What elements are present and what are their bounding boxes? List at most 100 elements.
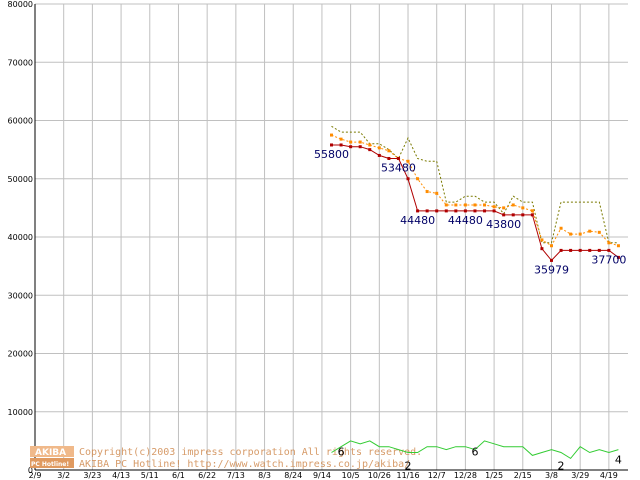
point-min <box>435 209 439 213</box>
point-avg <box>454 203 458 207</box>
point-avg <box>616 244 620 248</box>
x-tick-label: 4/13 <box>112 471 130 480</box>
point-avg <box>492 205 496 209</box>
axes <box>34 4 628 471</box>
x-tick-label: 9/14 <box>313 471 331 480</box>
y-tick-label: 10000 <box>8 408 33 417</box>
point-avg <box>463 203 467 207</box>
series-line-vendors <box>331 440 619 460</box>
y-tick-label: 80000 <box>8 0 33 9</box>
watermark: AKIBA PC Hotline! Copyright(c)2003 impre… <box>30 446 422 470</box>
data-label: 43800 <box>486 218 521 231</box>
x-tick-labels: 2/9 3/2 3/23 4/13 5/11 6/1 6/22 7/13 8/3 8/24 9/14… <box>29 471 618 480</box>
point-min <box>473 209 477 213</box>
x-tick-label: 6/1 <box>172 471 185 480</box>
grid-lines <box>34 3 628 471</box>
point-min <box>330 143 333 147</box>
x-tick-label: 10/26 <box>368 471 391 480</box>
point-avg <box>416 177 420 181</box>
point-min <box>444 209 448 213</box>
point-min <box>530 213 534 217</box>
point-avg <box>483 203 487 207</box>
x-tick-label: 5/11 <box>141 471 159 480</box>
point-min <box>483 209 487 213</box>
point-min <box>569 248 573 252</box>
point-min <box>597 248 601 252</box>
x-tick-label: 8/24 <box>284 471 302 480</box>
vendor-count-label: 2 <box>558 459 565 472</box>
point-min <box>454 209 458 213</box>
x-tick-label: 8/3 <box>258 471 271 480</box>
x-tick-label: 10/5 <box>342 471 360 480</box>
x-tick-label: 7/13 <box>227 471 245 480</box>
point-min <box>358 145 362 149</box>
data-label: 44480 <box>400 214 435 227</box>
x-tick-label: 1/25 <box>485 471 503 480</box>
akiba-logo-bottom-text: PC Hotline! <box>31 461 69 468</box>
point-min <box>578 248 582 252</box>
point-avg <box>549 244 553 248</box>
point-min <box>339 143 343 147</box>
x-tick-label: 3/29 <box>571 471 589 480</box>
data-label: 35979 <box>534 263 569 276</box>
y-tick-label: 20000 <box>8 350 33 359</box>
point-avg <box>559 226 563 230</box>
point-avg <box>588 229 592 233</box>
point-avg <box>368 143 372 147</box>
point-avg <box>358 140 362 144</box>
copyright-text: Copyright(c)2003 impress corporation All… <box>79 447 422 458</box>
data-label: 37700 <box>591 253 626 266</box>
point-avg <box>435 191 439 195</box>
point-min <box>559 248 563 252</box>
vendor-count-label: 4 <box>615 454 622 467</box>
point-avg <box>607 241 611 245</box>
x-tick-label: 2/15 <box>514 471 532 480</box>
point-avg <box>502 206 506 210</box>
vendor-count-label: 6 <box>471 445 478 458</box>
point-avg <box>444 203 448 207</box>
point-avg <box>339 137 343 141</box>
point-min <box>387 156 391 160</box>
point-min <box>377 153 381 157</box>
point-min <box>463 209 467 213</box>
url-text: AKIBA PC Hotline! http://www.watch.impre… <box>79 459 410 470</box>
point-avg <box>578 232 582 236</box>
point-min <box>540 247 544 251</box>
point-min <box>368 148 372 152</box>
point-avg <box>406 159 410 163</box>
y-tick-label: 40000 <box>8 233 33 242</box>
data-label: 44480 <box>448 214 483 227</box>
point-avg <box>473 203 477 207</box>
x-tick-label: 3/23 <box>83 471 101 480</box>
point-min <box>425 209 429 213</box>
point-min <box>406 177 410 181</box>
y-tick-label: 30000 <box>8 291 33 300</box>
point-min <box>607 248 611 252</box>
point-avg <box>530 209 534 213</box>
y-tick-label: 0 <box>28 466 33 475</box>
point-avg <box>330 133 333 137</box>
akiba-logo-top-box <box>30 446 74 457</box>
vendor-count-label: 2 <box>405 459 412 472</box>
point-avg <box>521 206 525 210</box>
point-avg <box>569 232 573 236</box>
point-avg <box>540 238 544 242</box>
series-line-max <box>331 125 619 244</box>
vendor-count-label: 6 <box>338 445 345 458</box>
data-label: 53480 <box>381 161 416 174</box>
x-tick-label: 12/28 <box>454 471 477 480</box>
point-min <box>616 255 620 259</box>
point-avg <box>597 230 601 234</box>
y-tick-labels: 0 10000 20000 30000 40000 50000 60000 70000 8000… <box>8 0 33 475</box>
akiba-logo: AKIBA PC Hotline! <box>30 446 74 468</box>
y-tick-label: 70000 <box>8 58 33 67</box>
data-label: 55800 <box>314 148 349 161</box>
point-min <box>511 213 515 217</box>
point-min <box>502 213 506 217</box>
x-tick-label: 2/9 <box>29 471 42 480</box>
point-min <box>416 209 420 213</box>
y-tick-label: 50000 <box>8 175 33 184</box>
